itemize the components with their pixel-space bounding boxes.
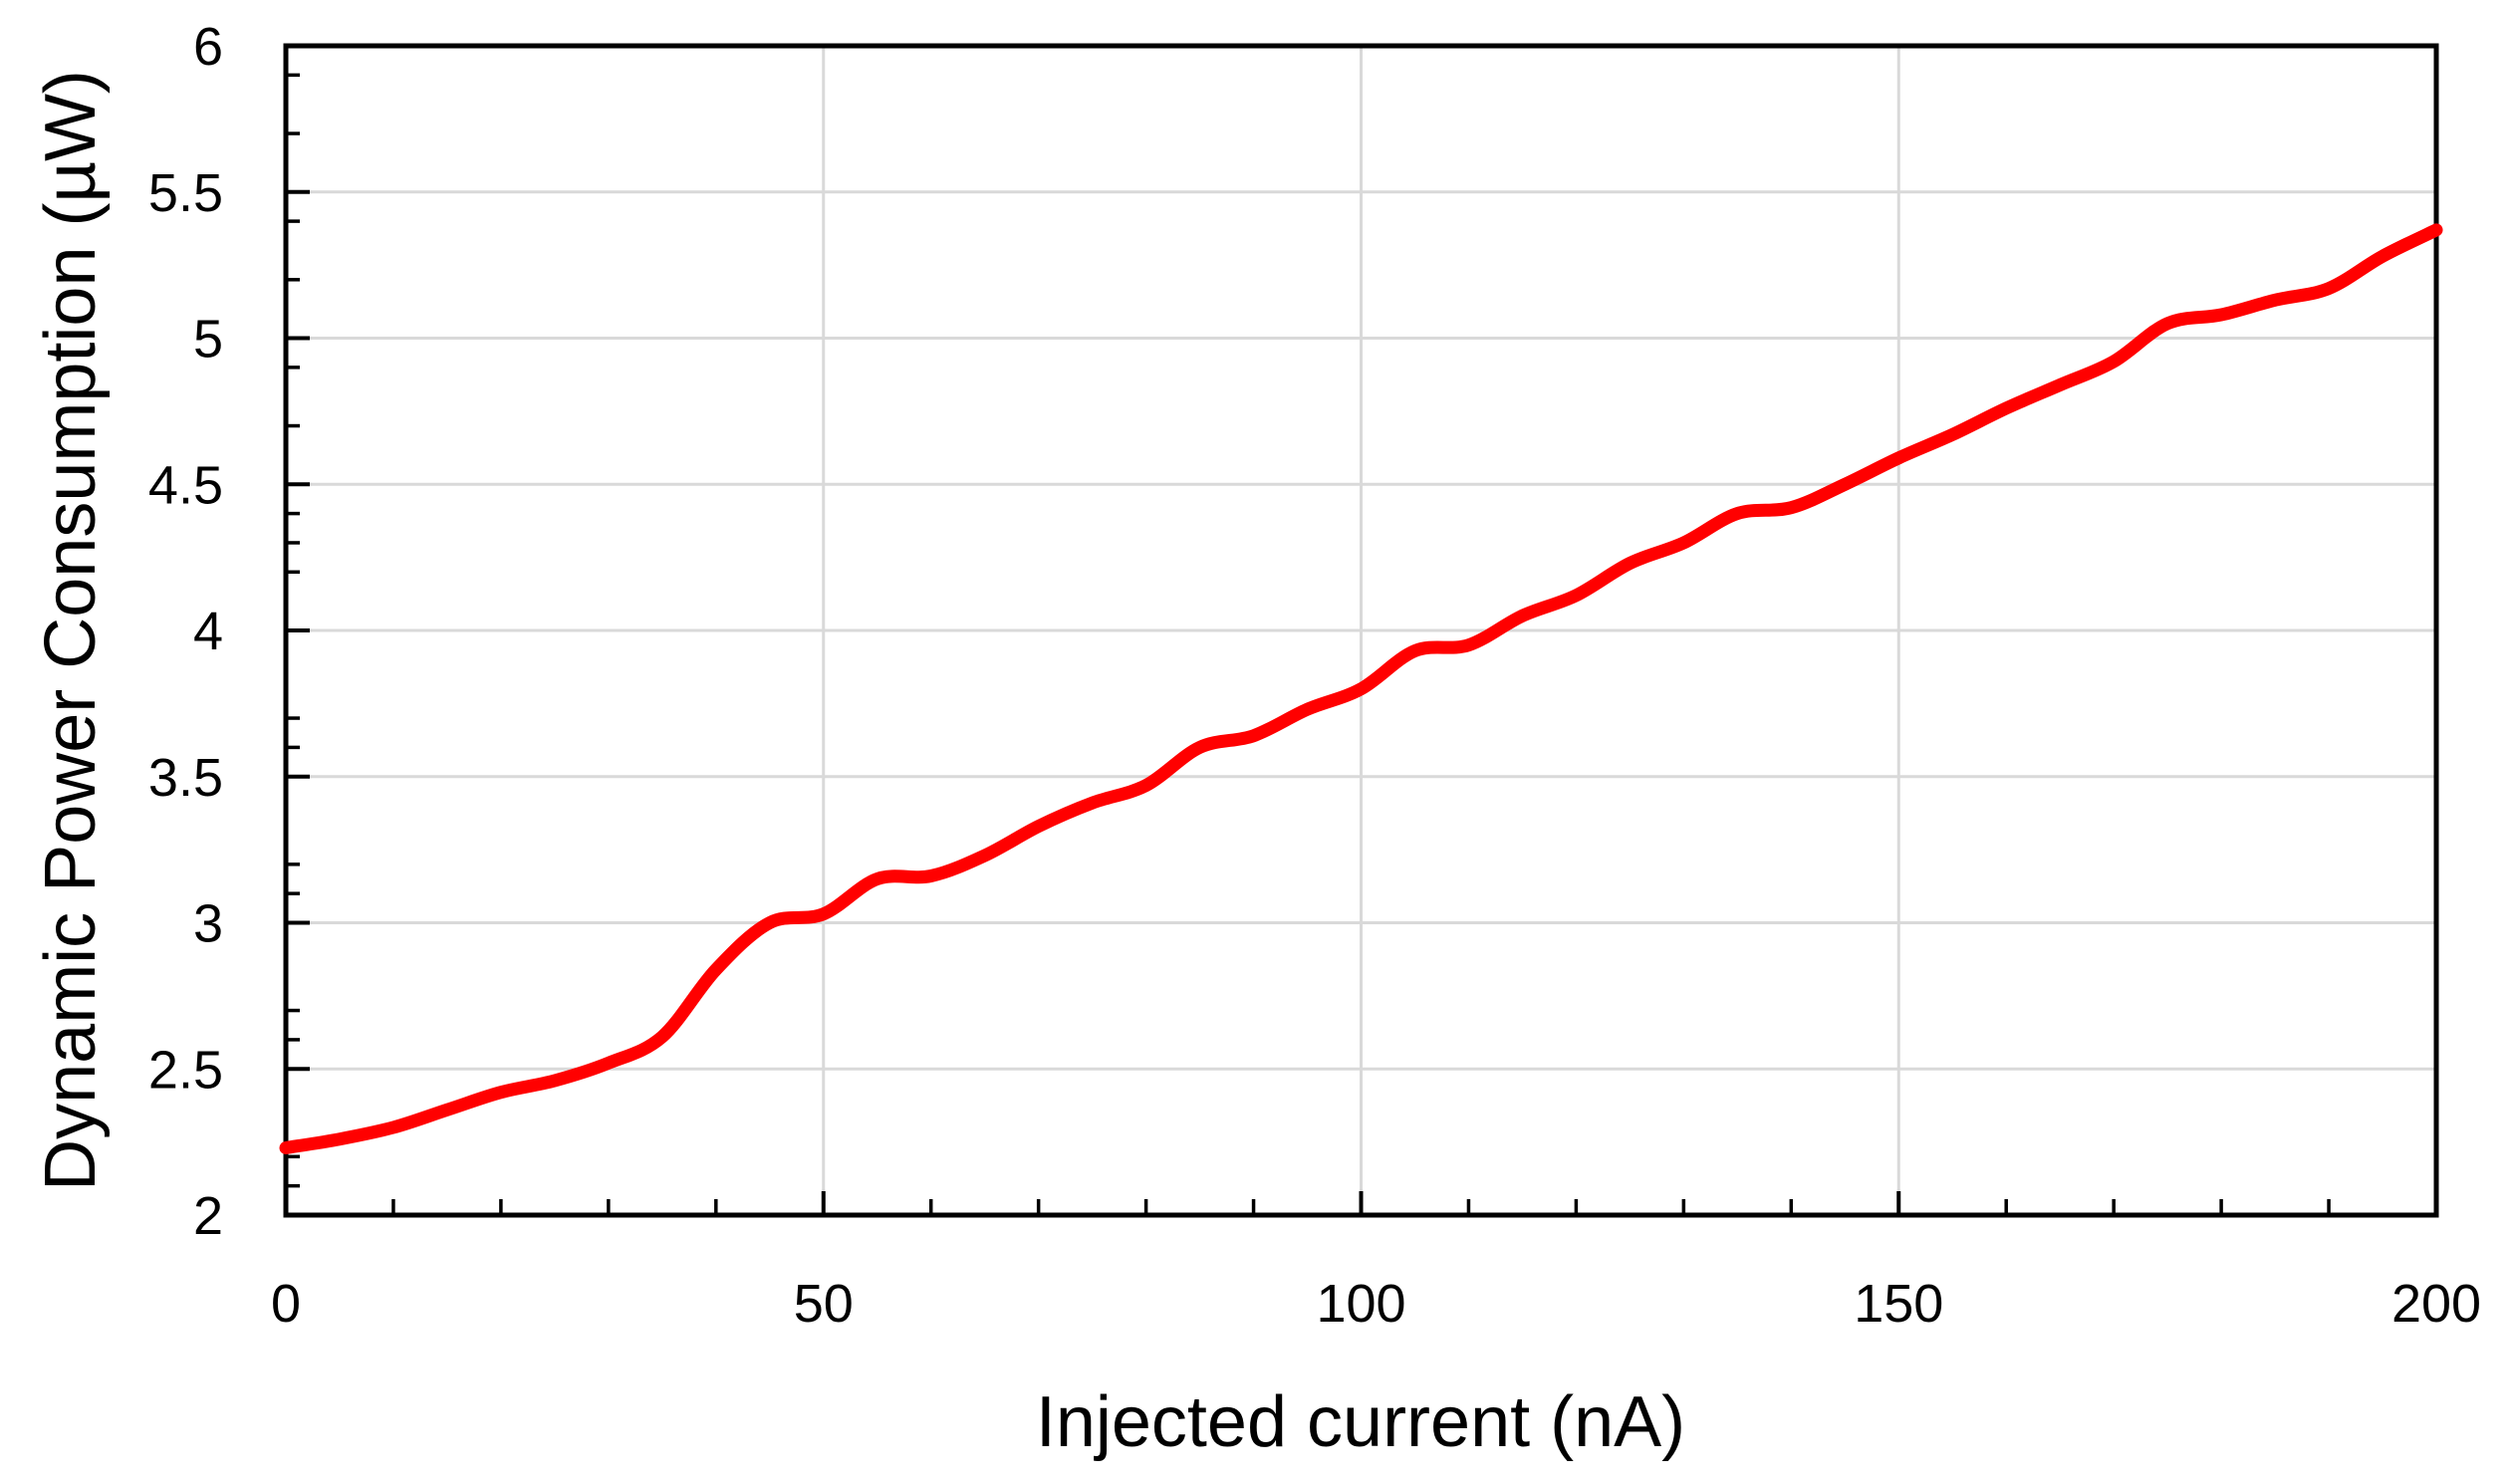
- y-tick-label: 2.5: [148, 1040, 223, 1100]
- y-tick-label: 6: [193, 17, 223, 77]
- y-tick-label: 5.5: [148, 163, 223, 223]
- tick-labels: 2 2.5 3 3.5 4 4.5 5 5.5 6 0 50 100 150 200: [148, 17, 2481, 1334]
- x-tick-label: 100: [1316, 1274, 1405, 1334]
- x-tick-label: 0: [271, 1274, 301, 1334]
- y-tick-label: 3.5: [148, 748, 223, 808]
- y-tick-label: 4: [193, 602, 223, 661]
- gridlines: [286, 46, 2436, 1215]
- x-axis-title: Injected current (nA): [1036, 1382, 1685, 1462]
- y-tick-label: 4.5: [148, 455, 223, 515]
- power-series-line: [279, 223, 2443, 1154]
- axis-ticks: [284, 44, 2438, 1217]
- y-axis-title: Dynamic Power Consumption (µW): [31, 70, 111, 1191]
- x-tick-label: 50: [794, 1274, 854, 1334]
- x-tick-label: 150: [1854, 1274, 1943, 1334]
- y-tick-label: 3: [193, 894, 223, 954]
- y-tick-label: 5: [193, 310, 223, 370]
- x-tick-label: 200: [2391, 1274, 2481, 1334]
- y-tick-label: 2: [193, 1186, 223, 1246]
